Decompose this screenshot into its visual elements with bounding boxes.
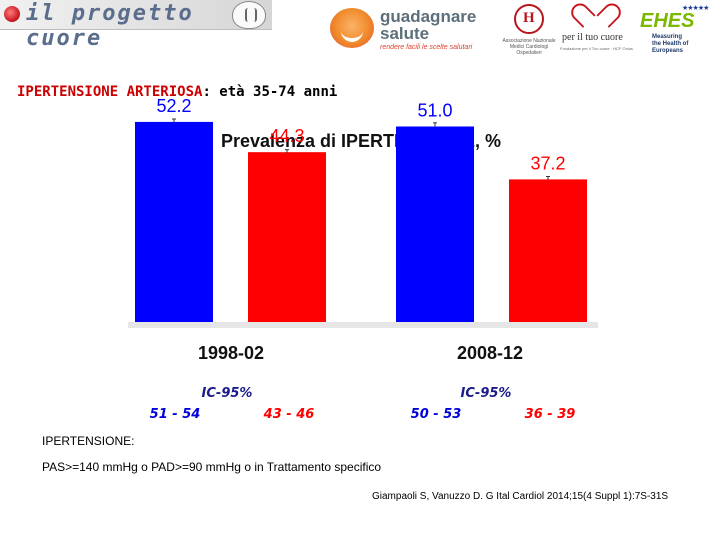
definition-body: PAS>=140 mmHg o PAD>=90 mmHg o in Tratta… (42, 460, 382, 474)
ehes-tagline-2: the Health of (652, 41, 689, 47)
eu-stars-icon: ★★★★★ (682, 4, 709, 12)
bar-red-2 (509, 179, 587, 322)
anmco-logo: Associazione Nazionale Medici Cardiologi… (500, 4, 556, 56)
category-label-1: 1998-02 (198, 343, 264, 363)
ehes-tagline: Measuring the Health of Europeans (652, 34, 688, 55)
heading-title: IPERTENSIONE ARTERIOSA (17, 84, 203, 100)
logo-strip: il progetto cuore guadagnare salute rend… (0, 0, 720, 70)
category-label-2: 2008-12 (457, 343, 523, 363)
definition-title: IPERTENSIONE: (42, 434, 135, 448)
data-label-blue-1: 52.2 (156, 96, 191, 116)
guadagnare-salute-logo: guadagnare salute rendere facili le scel… (330, 4, 490, 54)
ci-range-blue-2: 50 - 53 (411, 407, 462, 422)
ci-title-1: IC-95% (202, 386, 253, 401)
heading-subtitle: : età 35-74 anni (202, 84, 338, 100)
ci-range-blue-1: 51 - 54 (150, 407, 201, 422)
guadagnare-salute-tagline: rendere facili le scelte salutari (380, 44, 473, 51)
bar-red-1 (248, 152, 326, 322)
heart-icon (4, 6, 20, 22)
ci-range-red-2: 36 - 39 (525, 407, 576, 422)
anmco-seal-icon (514, 4, 544, 34)
ehes-tagline-3: Europeans (652, 48, 684, 54)
bar-blue-1 (135, 121, 213, 323)
smile-icon (330, 8, 374, 48)
per-il-tuo-cuore-name: per il tuo cuore (562, 32, 623, 43)
per-il-tuo-cuore-logo: per il tuo cuore Fondazione per il Tuo c… (560, 4, 633, 54)
ehes-name: EHES (640, 10, 695, 32)
ci-title-2: IC-95% (461, 386, 512, 401)
progetto-cuore-text: il progetto cuore (26, 1, 194, 51)
iss-emblem-icon (232, 1, 266, 29)
guadagnare-salute-line2: salute (380, 24, 430, 43)
anmco-caption: Associazione Nazionale Medici Cardiologi… (502, 38, 556, 56)
guadagnare-salute-line1: guadagnare (380, 7, 477, 26)
ci-range-red-1: 43 - 46 (263, 407, 315, 422)
data-label-red-1: 44.3 (269, 126, 304, 146)
per-il-tuo-cuore-caption: Fondazione per il Tuo cuore · HCF Onlus (560, 46, 633, 51)
ehes-tagline-1: Measuring (652, 34, 683, 40)
progetto-cuore-logo: il progetto cuore (0, 0, 272, 51)
bar-blue-2 (396, 126, 474, 322)
ehes-logo: EHES ★★★★★ Measuring the Health of Europ… (638, 4, 718, 62)
data-label-red-2: 37.2 (530, 153, 565, 173)
citation: Giampaoli S, Vanuzzo D. G Ital Cardiol 2… (372, 491, 669, 502)
chart-floor (128, 322, 598, 328)
data-label-blue-2: 51.0 (417, 101, 452, 121)
page-heading: IPERTENSIONE ARTERIOSA: età 35-74 anni (17, 84, 337, 100)
prevalence-chart: Prevalenza di IPERTENSIONE, % 52.244.319… (128, 96, 598, 422)
guadagnare-salute-title: guadagnare salute (380, 8, 476, 42)
